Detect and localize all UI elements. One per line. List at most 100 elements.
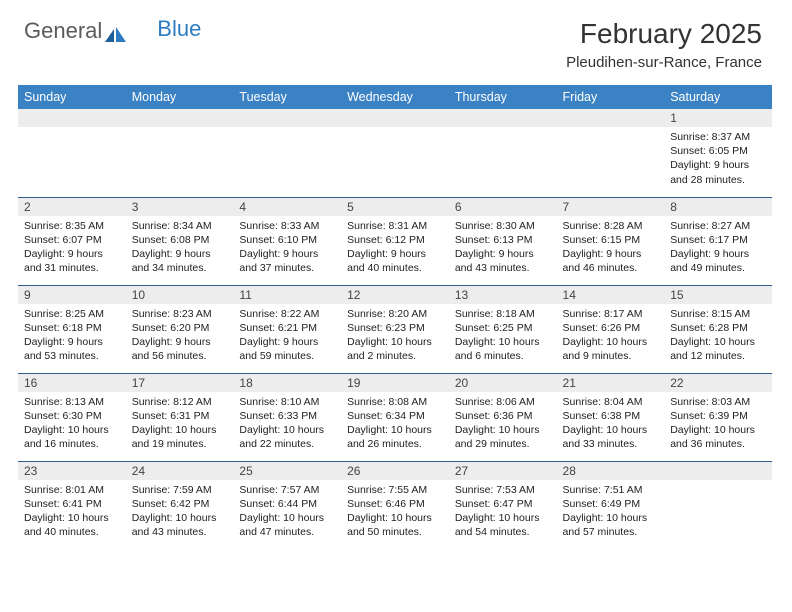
- day-number: [341, 109, 449, 127]
- calendar-cell: 1Sunrise: 8:37 AMSunset: 6:05 PMDaylight…: [664, 109, 772, 197]
- day-details: Sunrise: 8:12 AMSunset: 6:31 PMDaylight:…: [126, 392, 234, 456]
- day-number: 10: [126, 286, 234, 304]
- location: Pleudihen-sur-Rance, France: [566, 54, 762, 71]
- day-number: 12: [341, 286, 449, 304]
- day-details: Sunrise: 8:31 AMSunset: 6:12 PMDaylight:…: [341, 216, 449, 280]
- day-details: Sunrise: 8:30 AMSunset: 6:13 PMDaylight:…: [449, 216, 557, 280]
- day-details: Sunrise: 8:06 AMSunset: 6:36 PMDaylight:…: [449, 392, 557, 456]
- day-details: Sunrise: 8:28 AMSunset: 6:15 PMDaylight:…: [557, 216, 665, 280]
- day-header: Tuesday: [233, 85, 341, 109]
- calendar-cell: 13Sunrise: 8:18 AMSunset: 6:25 PMDayligh…: [449, 285, 557, 373]
- day-number: 25: [233, 462, 341, 480]
- day-number: 28: [557, 462, 665, 480]
- calendar-cell: 18Sunrise: 8:10 AMSunset: 6:33 PMDayligh…: [233, 373, 341, 461]
- logo-text-2: Blue: [157, 16, 201, 42]
- calendar-cell: 27Sunrise: 7:53 AMSunset: 6:47 PMDayligh…: [449, 461, 557, 549]
- calendar-cell: 10Sunrise: 8:23 AMSunset: 6:20 PMDayligh…: [126, 285, 234, 373]
- day-header: Wednesday: [341, 85, 449, 109]
- day-details: Sunrise: 8:03 AMSunset: 6:39 PMDaylight:…: [664, 392, 772, 456]
- day-details: Sunrise: 8:08 AMSunset: 6:34 PMDaylight:…: [341, 392, 449, 456]
- calendar-cell: [557, 109, 665, 197]
- header: General Blue February 2025 Pleudihen-sur…: [0, 0, 792, 79]
- calendar-cell: 5Sunrise: 8:31 AMSunset: 6:12 PMDaylight…: [341, 197, 449, 285]
- calendar-cell: 17Sunrise: 8:12 AMSunset: 6:31 PMDayligh…: [126, 373, 234, 461]
- day-number: 16: [18, 374, 126, 392]
- day-details: Sunrise: 8:15 AMSunset: 6:28 PMDaylight:…: [664, 304, 772, 368]
- day-details: Sunrise: 7:57 AMSunset: 6:44 PMDaylight:…: [233, 480, 341, 544]
- day-details: Sunrise: 8:10 AMSunset: 6:33 PMDaylight:…: [233, 392, 341, 456]
- calendar-table: SundayMondayTuesdayWednesdayThursdayFrid…: [18, 85, 772, 549]
- calendar-cell: [341, 109, 449, 197]
- day-number: 9: [18, 286, 126, 304]
- day-header: Sunday: [18, 85, 126, 109]
- day-details: Sunrise: 7:51 AMSunset: 6:49 PMDaylight:…: [557, 480, 665, 544]
- day-number: 17: [126, 374, 234, 392]
- day-number: [557, 109, 665, 127]
- day-number: 20: [449, 374, 557, 392]
- day-number: 15: [664, 286, 772, 304]
- calendar-cell: 22Sunrise: 8:03 AMSunset: 6:39 PMDayligh…: [664, 373, 772, 461]
- calendar-cell: 26Sunrise: 7:55 AMSunset: 6:46 PMDayligh…: [341, 461, 449, 549]
- calendar-cell: 25Sunrise: 7:57 AMSunset: 6:44 PMDayligh…: [233, 461, 341, 549]
- calendar-cell: 23Sunrise: 8:01 AMSunset: 6:41 PMDayligh…: [18, 461, 126, 549]
- day-number: 18: [233, 374, 341, 392]
- day-number: 1: [664, 109, 772, 127]
- day-details: Sunrise: 8:37 AMSunset: 6:05 PMDaylight:…: [664, 127, 772, 191]
- day-number: 27: [449, 462, 557, 480]
- day-details: Sunrise: 8:23 AMSunset: 6:20 PMDaylight:…: [126, 304, 234, 368]
- day-details: Sunrise: 8:33 AMSunset: 6:10 PMDaylight:…: [233, 216, 341, 280]
- day-number: 2: [18, 198, 126, 216]
- day-number: 13: [449, 286, 557, 304]
- day-details: Sunrise: 8:27 AMSunset: 6:17 PMDaylight:…: [664, 216, 772, 280]
- day-details: Sunrise: 8:17 AMSunset: 6:26 PMDaylight:…: [557, 304, 665, 368]
- day-number: 24: [126, 462, 234, 480]
- calendar-cell: 20Sunrise: 8:06 AMSunset: 6:36 PMDayligh…: [449, 373, 557, 461]
- day-details: Sunrise: 8:34 AMSunset: 6:08 PMDaylight:…: [126, 216, 234, 280]
- calendar-cell: [126, 109, 234, 197]
- day-number: 6: [449, 198, 557, 216]
- day-header: Friday: [557, 85, 665, 109]
- day-number: 7: [557, 198, 665, 216]
- calendar-cell: 8Sunrise: 8:27 AMSunset: 6:17 PMDaylight…: [664, 197, 772, 285]
- calendar-row: 16Sunrise: 8:13 AMSunset: 6:30 PMDayligh…: [18, 373, 772, 461]
- day-details: Sunrise: 8:20 AMSunset: 6:23 PMDaylight:…: [341, 304, 449, 368]
- month-title: February 2025: [566, 18, 762, 50]
- day-number: 19: [341, 374, 449, 392]
- day-number: [126, 109, 234, 127]
- calendar-cell: 28Sunrise: 7:51 AMSunset: 6:49 PMDayligh…: [557, 461, 665, 549]
- logo-text-1: General: [24, 18, 102, 44]
- calendar-cell: 19Sunrise: 8:08 AMSunset: 6:34 PMDayligh…: [341, 373, 449, 461]
- logo: General Blue: [24, 18, 201, 44]
- day-details: Sunrise: 8:35 AMSunset: 6:07 PMDaylight:…: [18, 216, 126, 280]
- day-details: Sunrise: 8:01 AMSunset: 6:41 PMDaylight:…: [18, 480, 126, 544]
- title-block: February 2025 Pleudihen-sur-Rance, Franc…: [566, 18, 762, 71]
- day-number: 4: [233, 198, 341, 216]
- calendar-cell: 21Sunrise: 8:04 AMSunset: 6:38 PMDayligh…: [557, 373, 665, 461]
- day-number: [18, 109, 126, 127]
- calendar-cell: 2Sunrise: 8:35 AMSunset: 6:07 PMDaylight…: [18, 197, 126, 285]
- day-number: 21: [557, 374, 665, 392]
- day-details: Sunrise: 7:59 AMSunset: 6:42 PMDaylight:…: [126, 480, 234, 544]
- calendar-cell: 24Sunrise: 7:59 AMSunset: 6:42 PMDayligh…: [126, 461, 234, 549]
- day-number: 8: [664, 198, 772, 216]
- calendar-cell: 9Sunrise: 8:25 AMSunset: 6:18 PMDaylight…: [18, 285, 126, 373]
- day-details: Sunrise: 8:25 AMSunset: 6:18 PMDaylight:…: [18, 304, 126, 368]
- day-number: 11: [233, 286, 341, 304]
- calendar-cell: [18, 109, 126, 197]
- day-header: Monday: [126, 85, 234, 109]
- day-details: Sunrise: 8:04 AMSunset: 6:38 PMDaylight:…: [557, 392, 665, 456]
- day-details: Sunrise: 7:55 AMSunset: 6:46 PMDaylight:…: [341, 480, 449, 544]
- calendar-cell: 12Sunrise: 8:20 AMSunset: 6:23 PMDayligh…: [341, 285, 449, 373]
- day-details: Sunrise: 7:53 AMSunset: 6:47 PMDaylight:…: [449, 480, 557, 544]
- day-header: Saturday: [664, 85, 772, 109]
- calendar-row: 9Sunrise: 8:25 AMSunset: 6:18 PMDaylight…: [18, 285, 772, 373]
- calendar-cell: 14Sunrise: 8:17 AMSunset: 6:26 PMDayligh…: [557, 285, 665, 373]
- calendar-cell: 11Sunrise: 8:22 AMSunset: 6:21 PMDayligh…: [233, 285, 341, 373]
- calendar-body: 1Sunrise: 8:37 AMSunset: 6:05 PMDaylight…: [18, 109, 772, 549]
- calendar-cell: 15Sunrise: 8:15 AMSunset: 6:28 PMDayligh…: [664, 285, 772, 373]
- day-number: 3: [126, 198, 234, 216]
- calendar-cell: 16Sunrise: 8:13 AMSunset: 6:30 PMDayligh…: [18, 373, 126, 461]
- day-details: Sunrise: 8:18 AMSunset: 6:25 PMDaylight:…: [449, 304, 557, 368]
- calendar-cell: [233, 109, 341, 197]
- day-number: 5: [341, 198, 449, 216]
